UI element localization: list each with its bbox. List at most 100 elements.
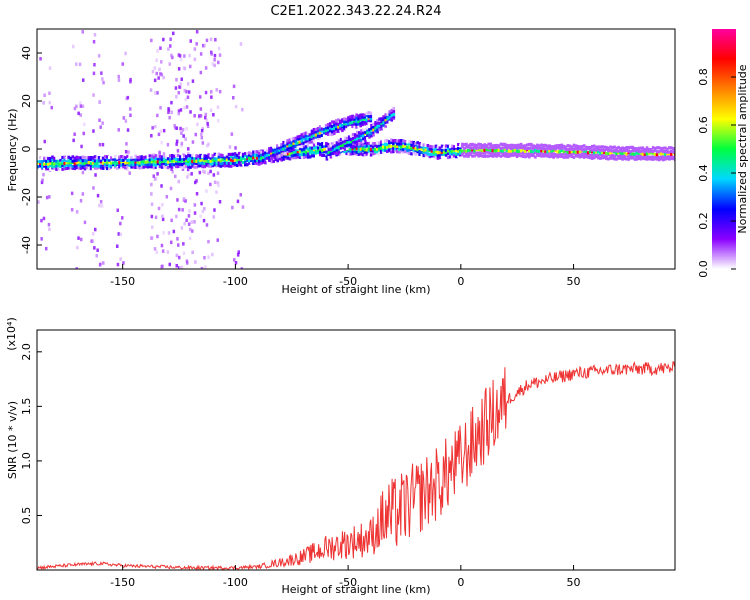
spectrogram-cell <box>576 147 580 151</box>
spectrogram-cell <box>43 156 46 160</box>
spectrogram-speckle <box>214 38 217 42</box>
spectrogram-speckle <box>234 146 237 150</box>
spectrogram-cell <box>144 164 148 169</box>
spectrogram-cell <box>244 152 247 156</box>
spectrogram-cell <box>302 149 306 153</box>
spectrogram-cell <box>381 148 385 152</box>
spectrogram-cell <box>647 150 651 154</box>
spectrogram-cell <box>414 152 417 156</box>
spectrogram-cell <box>170 156 174 160</box>
spectrogram-cell <box>542 147 545 151</box>
spectrogram-cell <box>298 155 302 159</box>
spectrogram-cell <box>323 153 326 157</box>
spectrogram-cell <box>140 155 144 159</box>
spectrogram-cell <box>424 150 428 154</box>
spectrogram-cell <box>310 136 314 141</box>
spectrogram-cell <box>392 139 395 143</box>
spectrogram-speckle <box>232 96 235 100</box>
spectrogram-speckle <box>198 114 201 118</box>
spectrogram-cell <box>371 145 375 149</box>
spectrogram-cell <box>450 152 454 156</box>
colorbar-label: Normalized spectral amplitude <box>736 64 749 233</box>
spectrogram-cell <box>237 157 241 161</box>
spectrogram-cell <box>351 117 354 121</box>
spectrogram-speckle <box>234 261 238 265</box>
spectrogram-cell <box>351 114 354 118</box>
spectrogram-cell <box>595 145 598 149</box>
spectrogram-cell <box>170 163 174 167</box>
spectrogram-cell <box>197 159 200 163</box>
spectrogram-cell <box>639 157 643 161</box>
spectrogram-speckle <box>97 54 101 58</box>
spectrogram-cell <box>193 165 196 169</box>
spectrogram-cell <box>288 149 291 153</box>
spectrogram-speckle <box>175 95 178 99</box>
spectrogram-cell <box>327 155 331 159</box>
spectrogram-speckle <box>83 122 86 127</box>
spectrogram-cell <box>495 152 499 156</box>
spectrogram-speckle <box>92 186 95 190</box>
spectrogram-cell <box>457 147 460 151</box>
spectrogram-cell <box>257 162 261 166</box>
spectrogram-cell <box>362 139 365 143</box>
spectrogram-cell <box>576 150 580 154</box>
spectrogram-cell <box>365 144 369 148</box>
spectrogram-cell <box>296 155 300 159</box>
spectrogram-cell <box>168 154 172 158</box>
spectrogram-speckle <box>152 153 156 157</box>
spectrogram-cell <box>162 164 166 168</box>
spectrogram-cell <box>221 157 225 162</box>
spectrogram-cell <box>657 146 661 150</box>
spectrogram-cell <box>225 152 229 156</box>
spectrogram-speckle <box>150 134 153 138</box>
spectrogram-cell <box>664 157 667 161</box>
spectrogram-speckle <box>191 79 195 83</box>
spectrogram-speckle <box>181 167 185 171</box>
spectrogram-cell <box>294 153 298 157</box>
spectrogram-cell <box>164 162 168 166</box>
spectrogram-cell <box>503 145 507 149</box>
spectrogram-cell <box>351 150 355 154</box>
spectrogram-cell <box>166 153 170 158</box>
spectrogram-cell <box>122 162 125 166</box>
spectrogram-cell <box>406 140 409 144</box>
spectrogram-cell <box>645 152 649 156</box>
spectrogram-cell <box>588 156 592 160</box>
spectrogram-cell <box>416 148 419 152</box>
spectrogram-speckle <box>204 265 207 269</box>
spectrogram-cell <box>112 155 115 159</box>
spectrogram-cell <box>483 145 486 149</box>
spectrogram-cell <box>651 155 655 159</box>
spectrogram-cell <box>341 123 344 128</box>
spectrogram-cell <box>290 146 293 150</box>
spectrogram-cell <box>154 165 158 169</box>
spectrogram-cell <box>59 158 62 162</box>
spectrogram-cell <box>408 145 411 149</box>
spectrogram-cell <box>256 153 259 157</box>
spectrogram-cell <box>45 165 48 169</box>
spectrogram-cell <box>641 152 645 156</box>
spectrogram-speckle <box>216 171 220 175</box>
spectrogram-cell <box>308 129 312 133</box>
spectrogram-cell <box>560 148 564 153</box>
spectrogram-cell <box>306 137 310 141</box>
spectrogram-cell <box>485 144 488 148</box>
snr-y-ticks: 0.51.01.52.0 <box>20 343 42 524</box>
spectrogram-speckle <box>204 90 208 95</box>
spectrogram-cell <box>248 161 251 165</box>
spectrogram-cell <box>225 155 229 159</box>
spectrogram-cell <box>323 142 326 146</box>
spectrogram-cell <box>361 120 364 124</box>
spectrogram-speckle <box>217 46 221 51</box>
spectrogram-speckle <box>70 191 74 196</box>
spectrogram-cell <box>347 119 350 123</box>
spectrogram-cell <box>605 145 608 150</box>
spectrogram-cell <box>394 147 397 151</box>
spectrogram-cell <box>450 155 454 159</box>
spectrogram-cell <box>554 147 557 151</box>
spectrogram-cell <box>359 147 363 151</box>
spectrogram-cell <box>444 150 448 155</box>
spectrogram-cell <box>530 146 533 150</box>
spectrogram-cell <box>599 145 602 149</box>
spectrogram-cell <box>257 154 261 158</box>
